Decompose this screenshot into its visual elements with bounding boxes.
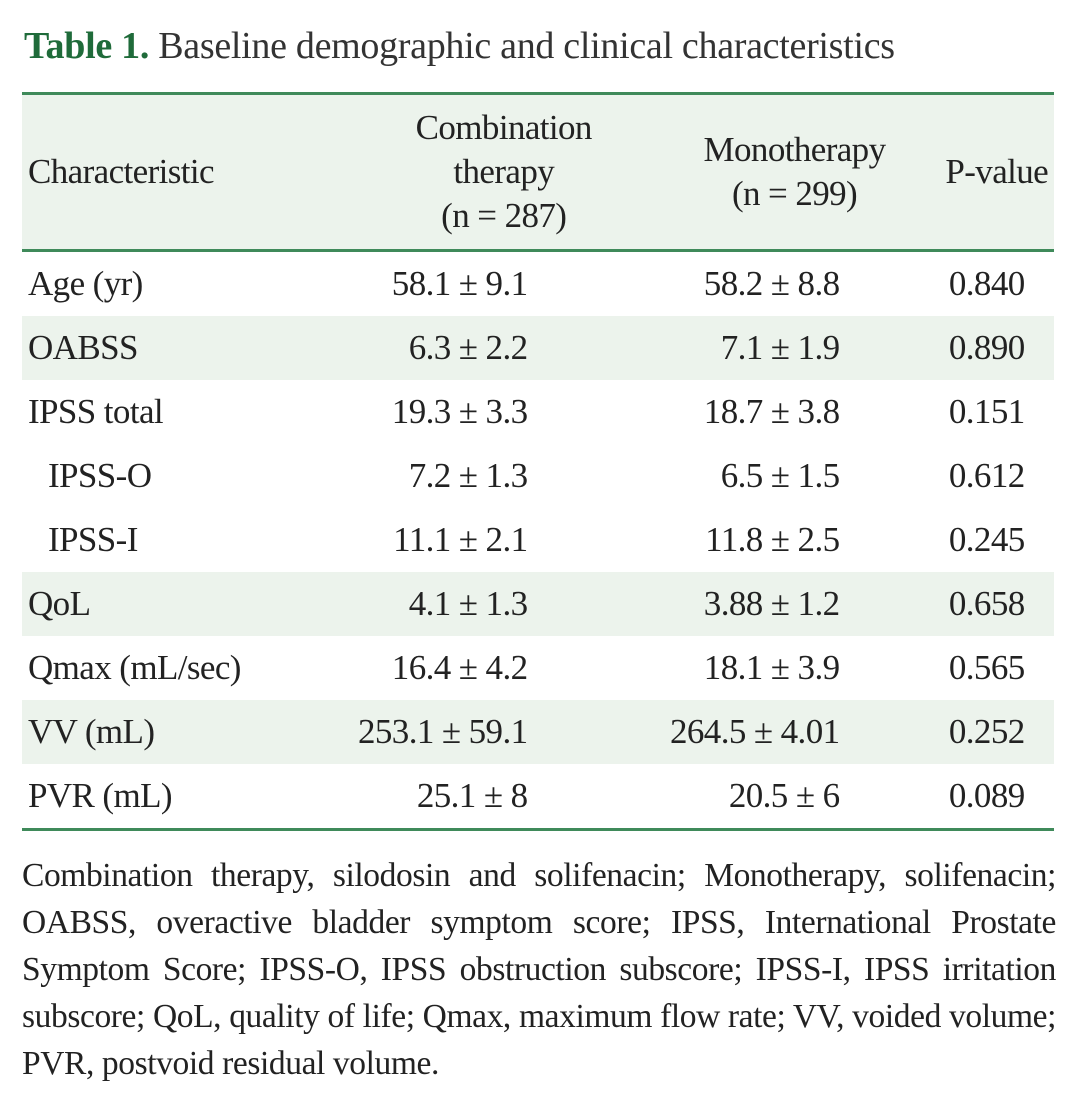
cell-combination-therapy: 58.1 ± 9.1 [391, 264, 528, 303]
table-row: Age (yr) 58.1 ± 9.1 58.2 ± 8.8 0.840 [22, 251, 1054, 317]
header-combination-line-3: (n = 287) [441, 196, 567, 235]
header-p-value: P-value [945, 152, 1049, 191]
cell-combination-therapy: 16.4 ± 4.2 [391, 648, 528, 687]
cell-characteristic: IPSS-I [48, 520, 138, 559]
cell-p-value: 0.089 [948, 776, 1025, 815]
table-row: IPSS total 19.3 ± 3.3 18.7 ± 3.8 0.151 [22, 380, 1054, 444]
cell-characteristic: VV (mL) [28, 712, 155, 751]
table-header: Characteristic Combination therapy (n = … [22, 93, 1054, 251]
table-row: Qmax (mL/sec) 16.4 ± 4.2 18.1 ± 3.9 0.565 [22, 636, 1054, 700]
cell-characteristic: OABSS [28, 328, 138, 367]
table-row: IPSS-I 11.1 ± 2.1 11.8 ± 2.5 0.245 [22, 508, 1054, 572]
header-row: Characteristic Combination therapy (n = … [22, 93, 1054, 251]
table-row: PVR (mL) 25.1 ± 8 20.5 ± 6 0.089 [22, 764, 1054, 830]
cell-combination-therapy: 19.3 ± 3.3 [391, 392, 528, 431]
header-combination-line-1: Combination [415, 108, 593, 147]
cell-p-value: 0.565 [948, 648, 1025, 687]
table-row: IPSS-O 7.2 ± 1.3 6.5 ± 1.5 0.612 [22, 444, 1054, 508]
cell-p-value: 0.658 [948, 584, 1025, 623]
cell-monotherapy: 7.1 ± 1.9 [720, 328, 840, 367]
cell-p-value: 0.245 [948, 520, 1025, 559]
cell-combination-therapy: 25.1 ± 8 [416, 776, 528, 815]
cell-combination-therapy: 4.1 ± 1.3 [408, 584, 528, 623]
header-characteristic: Characteristic [28, 152, 215, 191]
cell-monotherapy: 6.5 ± 1.5 [720, 456, 840, 495]
table-number: Table 1. [24, 25, 150, 67]
cell-p-value: 0.252 [948, 712, 1025, 751]
cell-p-value: 0.612 [948, 456, 1025, 495]
cell-combination-therapy: 6.3 ± 2.2 [408, 328, 528, 367]
table-body: Age (yr) 58.1 ± 9.1 58.2 ± 8.8 0.840 OABSS 6.… [22, 251, 1054, 830]
table-caption: Table 1. Baseline demographic and clinic… [24, 22, 895, 70]
cell-monotherapy: 58.2 ± 8.8 [703, 264, 840, 303]
cell-combination-therapy: 11.1 ± 2.1 [393, 520, 528, 559]
cell-monotherapy: 20.5 ± 6 [728, 776, 840, 815]
cell-p-value: 0.151 [948, 392, 1025, 431]
cell-characteristic: QoL [28, 584, 91, 623]
cell-p-value: 0.890 [948, 328, 1025, 367]
cell-monotherapy: 3.88 ± 1.2 [703, 584, 840, 623]
cell-monotherapy: 264.5 ± 4.01 [670, 712, 840, 751]
cell-characteristic: IPSS total [28, 392, 164, 431]
table-row: QoL 4.1 ± 1.3 3.88 ± 1.2 0.658 [22, 572, 1054, 636]
cell-monotherapy: 18.1 ± 3.9 [703, 648, 840, 687]
table-row: VV (mL) 253.1 ± 59.1 264.5 ± 4.01 0.252 [22, 700, 1054, 764]
header-monotherapy-line-1: Monotherapy [703, 130, 887, 169]
cell-characteristic: IPSS-O [48, 456, 152, 495]
cell-characteristic: Age (yr) [28, 264, 143, 303]
cell-combination-therapy: 7.2 ± 1.3 [408, 456, 528, 495]
header-combination-therapy: Combination therapy (n = 287) [358, 94, 650, 251]
header-combination-line-2: therapy [453, 152, 555, 191]
table-title: Baseline demographic and clinical charac… [158, 25, 895, 67]
table-footnote: Combination therapy, silodosin and solif… [22, 857, 1056, 1082]
baseline-characteristics-table: Characteristic Combination therapy (n = … [22, 92, 1054, 831]
cell-monotherapy: 11.8 ± 2.5 [705, 520, 840, 559]
header-monotherapy-line-2: (n = 299) [731, 174, 858, 213]
table-row: OABSS 6.3 ± 2.2 7.1 ± 1.9 0.890 [22, 316, 1054, 380]
cell-p-value: 0.840 [948, 264, 1025, 303]
cell-combination-therapy: 253.1 ± 59.1 [358, 712, 528, 751]
cell-monotherapy: 18.7 ± 3.8 [703, 392, 840, 431]
cell-characteristic: Qmax (mL/sec) [28, 648, 241, 687]
header-monotherapy: Monotherapy (n = 299) [650, 94, 940, 251]
cell-characteristic: PVR (mL) [28, 776, 173, 815]
